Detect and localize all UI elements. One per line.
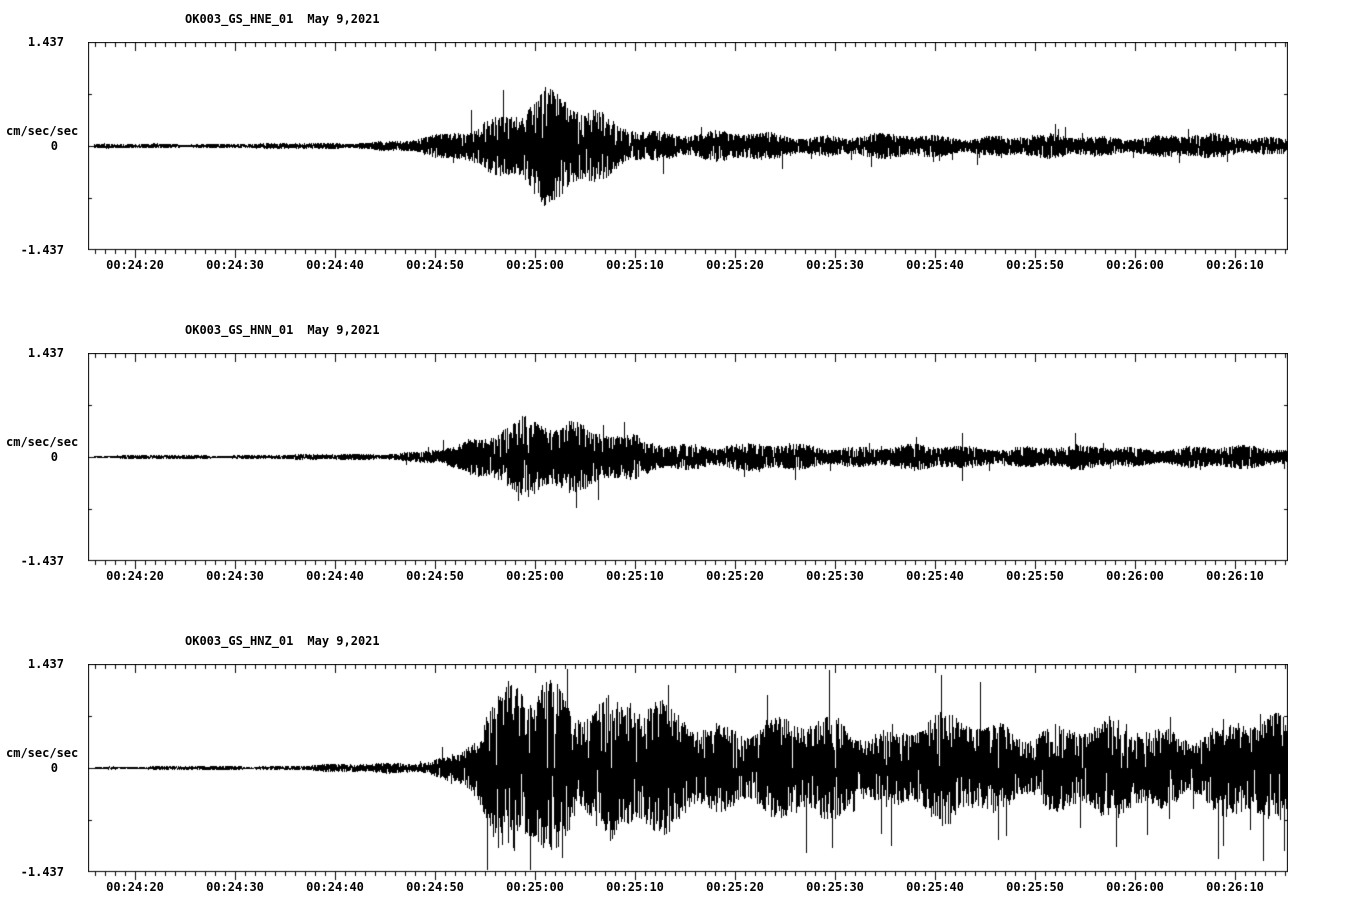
- x-axis-labels: 00:24:20 00:24:30 00:24:40 00:24:50 00:25:00…: [88, 569, 1288, 585]
- x-tick-label: 00:25:20: [706, 880, 764, 894]
- x-tick-label: 00:26:00: [1106, 569, 1164, 583]
- x-tick-label: 00:24:50: [406, 569, 464, 583]
- x-tick-label: 00:24:30: [206, 569, 264, 583]
- seismogram-panel-hnz: OK003_GS_HNZ_01 May 9,2021 1.437 cm/sec/s…: [0, 628, 1358, 924]
- x-tick-label: 00:24:20: [106, 258, 164, 272]
- x-tick-label: 00:25:40: [906, 569, 964, 583]
- x-tick-label: 00:25:30: [806, 258, 864, 272]
- x-tick-label: 00:25:00: [506, 258, 564, 272]
- date-label: May 9,2021: [307, 634, 380, 648]
- x-tick-label: 00:26:00: [1106, 880, 1164, 894]
- station-label: OK003_GS_HNZ_01: [185, 634, 294, 648]
- station-label: OK003_GS_HNN_01: [185, 323, 294, 337]
- y-min-label: -1.437: [20, 554, 64, 568]
- x-tick-label: 00:25:10: [606, 258, 664, 272]
- y-unit-label: cm/sec/sec: [6, 435, 79, 449]
- date-label: May 9,2021: [307, 323, 380, 337]
- y-max-label: 1.437: [27, 346, 64, 360]
- x-tick-label: 00:24:50: [406, 880, 464, 894]
- x-tick-label: 00:24:30: [206, 880, 264, 894]
- x-tick-label: 00:25:20: [706, 569, 764, 583]
- seismogram-canvas: [88, 353, 1288, 573]
- y-zero-label: 0: [50, 761, 58, 775]
- x-tick-label: 00:24:20: [106, 880, 164, 894]
- y-unit-label: cm/sec/sec: [6, 746, 79, 760]
- x-tick-label: 00:25:00: [506, 880, 564, 894]
- y-max-label: 1.437: [27, 35, 64, 49]
- y-max-label: 1.437: [27, 657, 64, 671]
- x-axis-labels: 00:24:20 00:24:30 00:24:40 00:24:50 00:25:00…: [88, 258, 1288, 274]
- y-unit-label: cm/sec/sec: [6, 124, 79, 138]
- x-tick-label: 00:25:50: [1006, 880, 1064, 894]
- x-tick-label: 00:25:10: [606, 569, 664, 583]
- seismogram-canvas: [88, 664, 1288, 884]
- x-tick-label: 00:24:40: [306, 569, 364, 583]
- x-tick-label: 00:25:30: [806, 569, 864, 583]
- x-tick-label: 00:25:10: [606, 880, 664, 894]
- x-tick-label: 00:26:10: [1206, 258, 1264, 272]
- x-tick-label: 00:25:00: [506, 569, 564, 583]
- x-tick-label: 00:24:50: [406, 258, 464, 272]
- x-tick-label: 00:25:40: [906, 880, 964, 894]
- x-tick-label: 00:24:40: [306, 880, 364, 894]
- x-tick-label: 00:24:30: [206, 258, 264, 272]
- y-zero-label: 0: [50, 139, 58, 153]
- x-tick-label: 00:24:20: [106, 569, 164, 583]
- x-axis-labels: 00:24:20 00:24:30 00:24:40 00:24:50 00:25:00…: [88, 880, 1288, 896]
- seismogram-panel-hnn: OK003_GS_HNN_01 May 9,2021 1.437 cm/sec/s…: [0, 317, 1358, 617]
- x-tick-label: 00:25:50: [1006, 569, 1064, 583]
- panel-title: OK003_GS_HNZ_01 May 9,2021: [185, 634, 380, 648]
- x-tick-label: 00:25:20: [706, 258, 764, 272]
- x-tick-label: 00:25:40: [906, 258, 964, 272]
- x-tick-label: 00:24:40: [306, 258, 364, 272]
- x-tick-label: 00:26:00: [1106, 258, 1164, 272]
- panel-title: OK003_GS_HNN_01 May 9,2021: [185, 323, 380, 337]
- seismogram-panel-hne: OK003_GS_HNE_01 May 9,2021 1.437 cm/sec/s…: [0, 6, 1358, 306]
- panel-title: OK003_GS_HNE_01 May 9,2021: [185, 12, 380, 26]
- seismogram-canvas: [88, 42, 1288, 262]
- x-tick-label: 00:25:30: [806, 880, 864, 894]
- date-label: May 9,2021: [307, 12, 380, 26]
- x-tick-label: 00:26:10: [1206, 880, 1264, 894]
- y-zero-label: 0: [50, 450, 58, 464]
- y-min-label: -1.437: [20, 865, 64, 879]
- x-tick-label: 00:25:50: [1006, 258, 1064, 272]
- y-min-label: -1.437: [20, 243, 64, 257]
- station-label: OK003_GS_HNE_01: [185, 12, 294, 26]
- x-tick-label: 00:26:10: [1206, 569, 1264, 583]
